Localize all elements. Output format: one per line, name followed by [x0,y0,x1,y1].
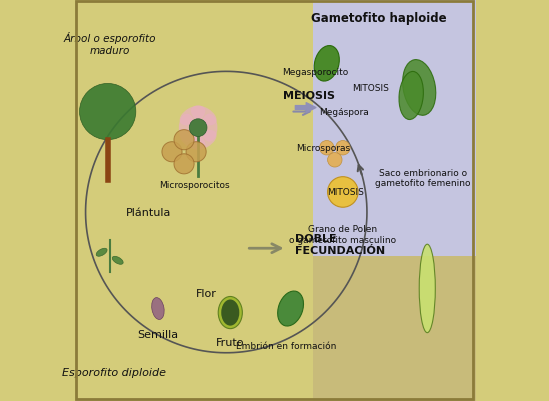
Text: Embrión en formación: Embrión en formación [237,341,337,350]
Ellipse shape [180,131,205,150]
Circle shape [162,142,182,162]
Text: MEIOSIS: MEIOSIS [283,91,334,101]
Circle shape [328,177,358,208]
Ellipse shape [96,249,107,257]
Text: MITOSIS: MITOSIS [352,84,389,93]
Circle shape [174,130,194,150]
Ellipse shape [218,297,242,329]
Text: Esporofito diploide: Esporofito diploide [61,367,166,377]
Text: Fruto: Fruto [216,337,244,347]
Ellipse shape [201,114,217,142]
FancyBboxPatch shape [74,0,475,401]
Text: Árbol o esporofito
maduro: Árbol o esporofito maduro [64,32,156,56]
Circle shape [189,119,207,137]
Ellipse shape [314,47,339,82]
Ellipse shape [399,72,423,120]
Ellipse shape [191,131,216,150]
FancyBboxPatch shape [313,0,475,257]
Ellipse shape [179,114,195,142]
Ellipse shape [180,106,205,126]
Text: Microsporas: Microsporas [296,144,350,153]
Text: Grano de Polen
o gametofito masculino: Grano de Polen o gametofito masculino [289,225,396,244]
Text: Megáspora: Megáspora [319,108,368,117]
Ellipse shape [419,245,435,333]
Text: DOBLE
FECUNDACIÓN: DOBLE FECUNDACIÓN [295,234,385,255]
Text: Flor: Flor [196,289,217,299]
Text: Megasporocito: Megasporocito [283,68,349,77]
Circle shape [174,154,194,174]
Ellipse shape [113,257,123,265]
Circle shape [335,141,350,156]
Circle shape [80,84,136,140]
Text: Microsporocitos: Microsporocitos [159,180,229,189]
Text: Semilla: Semilla [137,329,178,339]
Text: MITOSIS: MITOSIS [327,188,363,197]
Circle shape [328,153,342,168]
Ellipse shape [402,61,436,116]
Text: Gametofito haploide: Gametofito haploide [311,12,447,25]
Circle shape [186,142,206,162]
Ellipse shape [221,300,239,326]
FancyBboxPatch shape [313,257,475,401]
Circle shape [320,141,334,156]
Ellipse shape [152,298,164,320]
Text: Saco embrionario o
gametofito femenino: Saco embrionario o gametofito femenino [376,168,471,188]
Ellipse shape [191,106,216,126]
Text: Plántula: Plántula [126,208,171,217]
Ellipse shape [278,291,304,326]
